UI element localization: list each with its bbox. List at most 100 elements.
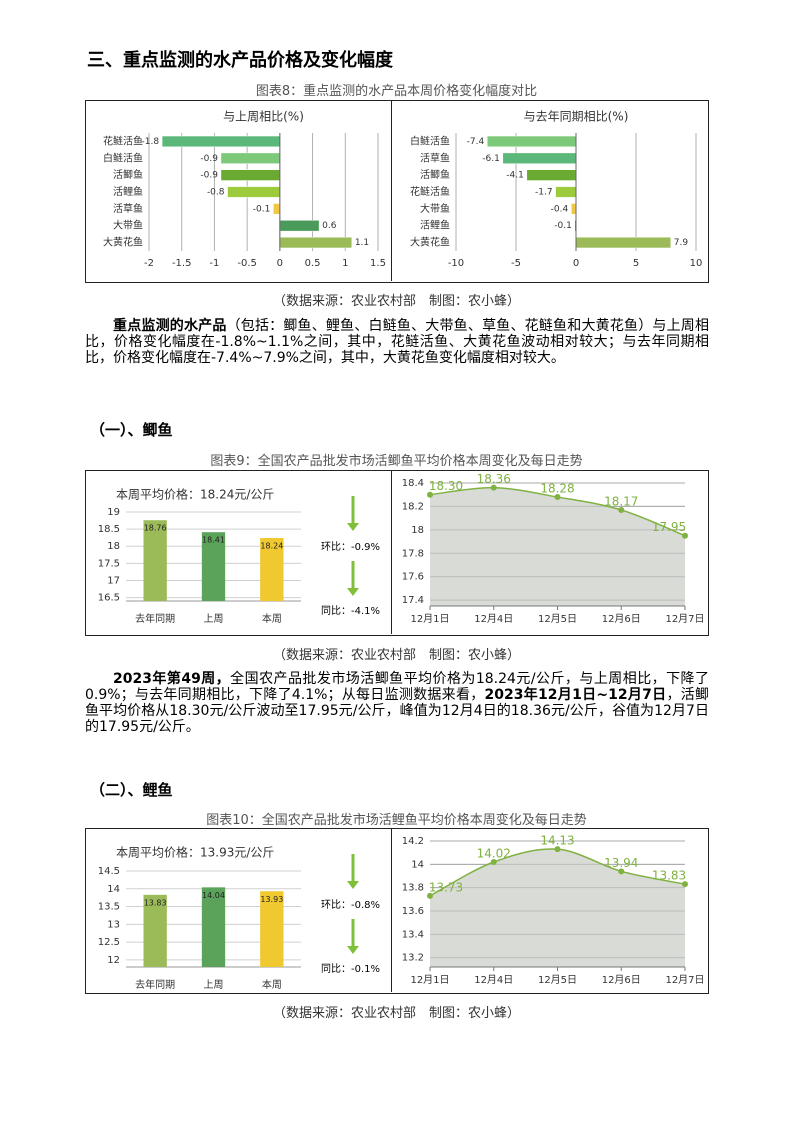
chart: 本周平均价格：18.24元/公斤 16.5 17 17.5 18 18.5 19 18.76 去…: [98, 487, 380, 626]
data-label: 18.41: [202, 536, 225, 545]
data-label: -1.8: [142, 137, 160, 147]
text-run: 2023年第49周，: [113, 671, 231, 687]
y-tick-label: 活草鱼: [113, 202, 143, 215]
y-tick-label: 13.4: [402, 929, 424, 940]
data-label: 18.30: [429, 479, 463, 493]
y-tick-label: 大带鱼: [113, 219, 143, 232]
y-tick-label: 18.2: [402, 501, 424, 512]
bar: [143, 894, 167, 967]
y-tick-label: 17.8: [402, 548, 424, 559]
x-tick-label: 上周: [204, 613, 224, 625]
y-tick-label: 19: [107, 507, 120, 518]
paragraph: 重点监测的水产品（包括：鲫鱼、鲤鱼、白鲢鱼、大带鱼、草鱼、花鲢鱼和大黄花鱼）与上…: [85, 318, 709, 366]
x-tick-label: 12月4日: [474, 974, 513, 986]
data-label: -6.1: [482, 154, 500, 164]
y-tick-label: 14.5: [98, 866, 120, 877]
data-label: 0.6: [322, 221, 337, 231]
point: [490, 484, 497, 491]
text-run: 2023年12月1日~12月7日: [484, 687, 667, 703]
y-tick-label: 17.6: [402, 572, 424, 583]
annotation: 同比：-4.1%: [321, 605, 380, 617]
y-tick-label: 14.2: [402, 836, 424, 847]
data-label: 14.04: [202, 891, 225, 900]
y-tick-label: 活草鱼: [420, 151, 450, 164]
data-label: -0.1: [554, 221, 572, 231]
x-tick-label: 本周: [262, 978, 282, 991]
bar: [486, 135, 577, 148]
bar: [220, 169, 281, 181]
y-tick-label: 18.5: [98, 524, 120, 535]
x-tick-label: -10: [448, 258, 464, 269]
point: [490, 859, 497, 865]
area: [430, 848, 685, 967]
annotation: 环比：-0.8%: [321, 899, 380, 911]
y-tick-label: 18: [107, 541, 120, 552]
area: [430, 487, 685, 606]
chart: 13.2 13.4 13.6 13.8 14 14.2 13.73 12月1日 14.02 12月…: [391, 829, 705, 992]
x-tick-label: 去年同期: [135, 978, 175, 991]
data-label: -0.1: [253, 204, 271, 214]
x-tick-label: 10: [690, 258, 703, 269]
x-tick-label: 12月7日: [665, 613, 704, 625]
x-tick-label: 本周: [262, 612, 282, 625]
y-tick-label: 14: [107, 884, 120, 895]
data-label: 14.13: [540, 834, 574, 848]
bar: [227, 186, 281, 198]
data-label: 14.02: [477, 847, 511, 861]
x-tick-label: 12月7日: [665, 974, 704, 986]
text-run: （包括：鲫鱼、鲤鱼、白鲢鱼、大带鱼、草鱼、花鲢鱼和大黄花鱼）与上周相比，价格变化…: [85, 318, 709, 366]
y-tick-label: 17.4: [402, 595, 424, 606]
point: [618, 506, 625, 513]
source-note: （数据来源：农业农村部 制图：农小蜂）: [272, 648, 520, 663]
caption: 图表9：全国农产品批发市场活鲫鱼平均价格本周变化及每日走势: [210, 454, 583, 469]
y-tick-label: 14: [411, 859, 424, 870]
data-label: 18.36: [477, 472, 511, 486]
y-tick-label: 13.8: [402, 883, 424, 894]
chart: 本周平均价格：13.93元/公斤 12 12.5 13 13.5 14 14.5 13.83 去…: [98, 845, 380, 992]
x-tick-label: 1: [342, 258, 348, 269]
bar: [570, 203, 577, 215]
y-tick-label: 白鲢活鱼: [103, 151, 143, 164]
chart-title: 与去年同期相比(%): [524, 110, 629, 124]
x-tick-label: -5: [511, 258, 521, 269]
y-tick-label: 活鲤鱼: [420, 219, 450, 232]
chart-subtitle: 本周平均价格：13.93元/公斤: [116, 845, 274, 860]
source-note: （数据来源：农业农村部 制图：农小蜂）: [272, 294, 520, 309]
data-label: 13.73: [429, 880, 463, 894]
section-heading: （二）、鲤鱼: [90, 781, 173, 799]
chart-subtitle: 本周平均价格：18.24元/公斤: [116, 487, 274, 502]
y-tick-label: 12.5: [98, 937, 120, 948]
source-note: （数据来源：农业农村部 制图：农小蜂）: [272, 1006, 520, 1021]
bar: [273, 203, 281, 215]
x-tick-label: -0.5: [237, 258, 257, 269]
y-tick-label: 13.6: [402, 906, 424, 917]
y-tick-label: 13: [107, 919, 120, 930]
x-tick-label: 12月1日: [410, 974, 449, 986]
y-tick-label: 花鲢活鱼: [103, 134, 143, 147]
chart: 与去年同期相比(%) -10 -5 0 5 10 白鲢活鱼 -7.4 活草鱼 -6.1 活鲫鱼 -4.…: [391, 101, 703, 281]
point: [427, 491, 433, 498]
y-tick-label: 12: [107, 955, 120, 966]
y-tick-label: 大带鱼: [420, 202, 450, 215]
text-run: ，活鲫鱼平均价格从18.30元/公斤波动至17.95元/公斤，峰值为12月4日的…: [85, 687, 709, 735]
x-tick-label: 0: [573, 258, 579, 269]
y-tick-label: 白鲢活鱼: [410, 134, 450, 147]
arrow-head: [347, 588, 359, 596]
x-tick-label: -1.5: [172, 258, 192, 269]
bar: [260, 538, 284, 601]
point: [554, 494, 561, 501]
data-label: -0.9: [200, 171, 218, 181]
caption: 图表10：全国农产品批发市场活鲤鱼平均价格本周变化及每日走势: [206, 813, 587, 828]
figure-frame: 本周平均价格：18.24元/公斤 16.5 17 17.5 18 18.5 19 18.76 去…: [85, 470, 709, 636]
x-tick-label: 12月6日: [602, 974, 641, 986]
annotation: 环比：-0.9%: [321, 541, 380, 553]
data-label: 13.94: [604, 856, 638, 870]
point: [427, 892, 433, 899]
data-label: 13.83: [652, 869, 686, 883]
chart: 与上周相比(%) -2 -1.5 -1 -0.5 0 0.5 1 1.5 花鲢活鱼-1.8 白鲢活鱼…: [103, 110, 386, 270]
chart: 17.4 17.6 17.8 18 18.2 18.4 18.30 12月1日 18.36 12月…: [391, 471, 705, 634]
data-label: 13.93: [260, 895, 283, 904]
arrow-head: [347, 946, 359, 954]
figure-frame: 本周平均价格：13.93元/公斤 12 12.5 13 13.5 14 14.5 13.83 去…: [85, 828, 709, 994]
data-label: 18.28: [540, 482, 574, 496]
